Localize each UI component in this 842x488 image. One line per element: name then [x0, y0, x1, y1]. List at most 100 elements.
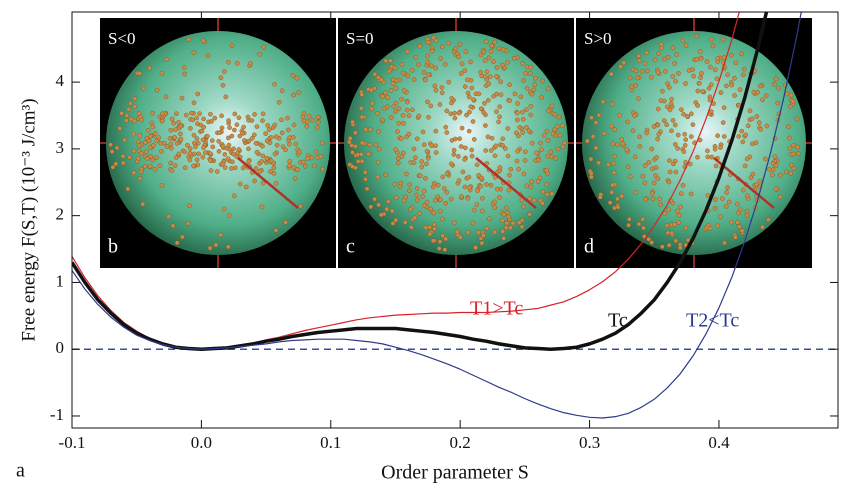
particle: [726, 199, 732, 205]
particle: [295, 167, 300, 172]
particle: [689, 111, 694, 117]
particle: [222, 165, 228, 170]
particle: [475, 188, 481, 193]
particle: [665, 230, 671, 236]
particle: [681, 112, 686, 117]
particle: [241, 124, 246, 130]
particle: [722, 134, 727, 139]
particle: [425, 59, 431, 65]
particle: [438, 208, 443, 214]
particle: [515, 117, 520, 123]
particle: [440, 233, 446, 239]
particle: [611, 160, 617, 166]
particle: [627, 75, 633, 81]
particle: [787, 146, 793, 151]
particle: [794, 116, 800, 122]
particle: [423, 77, 428, 83]
particle: [402, 219, 408, 225]
particle: [672, 222, 678, 227]
particle: [214, 169, 220, 174]
particle: [273, 134, 279, 139]
particle: [536, 157, 542, 163]
particle: [260, 153, 266, 159]
particle: [301, 159, 306, 165]
particle: [497, 104, 503, 109]
particle: [532, 82, 538, 87]
particle: [784, 169, 789, 175]
particle: [521, 117, 526, 122]
particle: [410, 107, 415, 113]
particle: [202, 150, 208, 155]
particle: [562, 140, 567, 146]
particle: [168, 145, 174, 151]
particle: [662, 98, 667, 104]
particle: [655, 176, 661, 182]
particle: [229, 133, 235, 139]
particle: [453, 46, 458, 51]
particle: [150, 124, 156, 130]
particle: [636, 221, 642, 227]
director: [237, 157, 299, 209]
particle: [617, 112, 622, 118]
particle: [598, 194, 603, 200]
particle: [393, 147, 398, 152]
particle: [283, 220, 288, 225]
particle: [423, 175, 428, 181]
particle: [481, 232, 486, 238]
particle: [707, 226, 713, 231]
particle: [678, 191, 684, 196]
particle: [268, 169, 273, 174]
particle: [737, 224, 742, 229]
particle: [273, 227, 279, 233]
particle: [501, 235, 507, 241]
particle: [375, 159, 381, 165]
particle: [395, 155, 401, 161]
particle: [550, 131, 556, 137]
particle: [114, 145, 120, 151]
particle: [440, 216, 445, 222]
particle: [269, 158, 274, 164]
particle: [261, 44, 267, 50]
particle: [433, 38, 439, 44]
particle: [463, 145, 468, 151]
particle: [421, 70, 427, 75]
particle: [301, 118, 307, 124]
particle: [131, 131, 136, 137]
particle: [488, 182, 494, 188]
particle: [721, 105, 727, 110]
particle: [625, 119, 630, 125]
particle: [380, 94, 385, 99]
particle: [507, 172, 512, 178]
particle: [540, 189, 546, 195]
particle: [232, 165, 238, 171]
particle: [492, 153, 498, 158]
particle: [694, 33, 699, 39]
particle: [593, 145, 599, 151]
particle: [138, 151, 144, 156]
particle: [698, 49, 703, 54]
particle: [389, 208, 395, 214]
particle: [355, 159, 361, 164]
particle: [612, 127, 618, 132]
particle: [620, 141, 626, 147]
particle: [222, 152, 228, 157]
particle: [401, 198, 407, 203]
particle: [201, 145, 206, 150]
particle: [708, 64, 713, 70]
particle: [729, 82, 735, 88]
particle: [747, 108, 753, 114]
particle: [168, 127, 173, 133]
particle: [460, 169, 466, 175]
particle: [414, 186, 420, 191]
particle: [649, 75, 654, 80]
particle: [411, 77, 417, 82]
particle: [476, 230, 481, 235]
particle: [381, 106, 387, 111]
particle: [515, 148, 521, 154]
particle: [359, 158, 365, 164]
particle: [466, 94, 472, 100]
particle: [709, 82, 714, 87]
particle: [363, 127, 368, 132]
particle: [315, 114, 321, 120]
particle: [127, 154, 132, 160]
